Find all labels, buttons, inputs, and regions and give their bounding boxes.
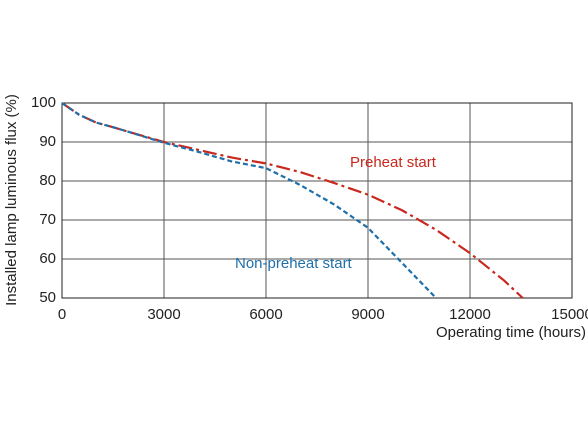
x-tick-label: 3000 <box>147 306 180 323</box>
y-axis-label: Installed lamp luminous flux (%) <box>3 94 20 306</box>
plot-border <box>61 102 573 299</box>
series-label: Preheat start <box>350 154 437 171</box>
x-tick-label: 12000 <box>449 306 491 323</box>
x-tick-label: 6000 <box>249 306 282 323</box>
y-tick-label: 70 <box>39 211 56 228</box>
y-tick-label: 80 <box>39 172 56 189</box>
series-line <box>61 102 437 299</box>
x-tick-label: 15000 <box>551 306 588 323</box>
y-tick-label: 100 <box>31 94 56 111</box>
y-tick-label: 90 <box>39 133 56 150</box>
x-tick-label: 9000 <box>351 306 384 323</box>
series-label: Non-preheat start <box>235 255 353 272</box>
x-tick-label: 0 <box>58 306 66 323</box>
x-axis-label: Operating time (hours) <box>436 324 586 341</box>
y-tick-label: 50 <box>39 289 56 306</box>
y-tick-label: 60 <box>39 250 56 267</box>
